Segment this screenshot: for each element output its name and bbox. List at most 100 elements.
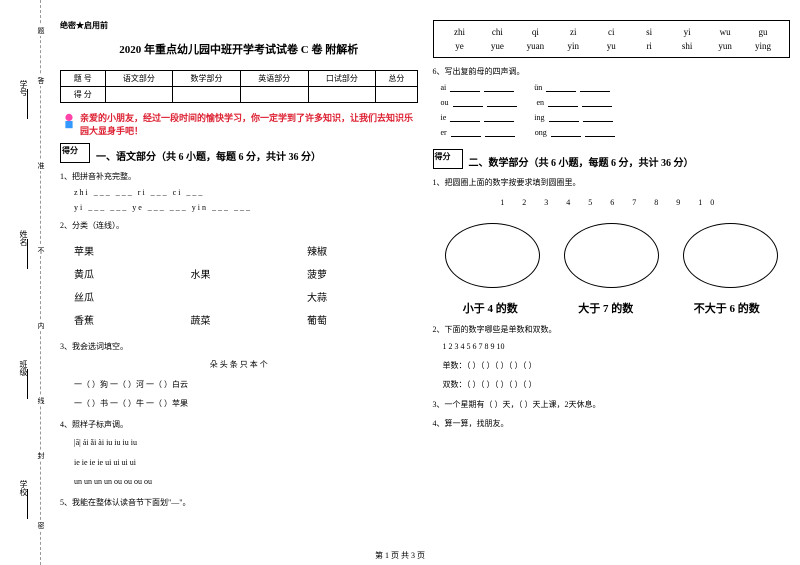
tone-label: ün	[534, 83, 542, 92]
tone-row: ai ün	[441, 83, 791, 92]
q4-row1: |ā| ái ǎi ài iu iu iu iu	[74, 436, 418, 450]
th: 口试部分	[308, 71, 376, 87]
th: 数学部分	[173, 71, 241, 87]
blank	[451, 128, 481, 137]
tone-row: er ong	[441, 128, 791, 137]
score-box: 得分	[60, 143, 90, 163]
m1-numbers: 1 2 3 4 5 6 7 8 9 10	[433, 198, 791, 207]
fruit-item: 菠萝	[307, 266, 404, 281]
pinyin-cell: shi	[671, 41, 703, 51]
td	[105, 87, 173, 103]
page-content: 绝密★启用前 2020 年重点幼儿园中班开学考试试卷 C 卷 附解析 题 号 语…	[60, 20, 790, 545]
blank	[549, 113, 579, 122]
fruit-item	[191, 289, 288, 304]
pinyin-cell: ri	[633, 41, 665, 51]
section-2-header: 得分 二、数学部分（共 6 小题，每题 6 分，共计 36 分）	[433, 149, 791, 169]
binding-char: 内	[36, 320, 46, 331]
oval	[683, 223, 778, 288]
exam-title: 2020 年重点幼儿园中班开学考试试卷 C 卷 附解析	[60, 41, 418, 57]
side-label-area: 学号 姓名 班级 学校 题 答 准 不 内 线 封 密	[0, 0, 55, 565]
side-line	[27, 89, 35, 119]
m2-odd: 单数：（ ）（ ）（ ）（ ）（ ）	[443, 360, 791, 373]
binding-char: 题	[36, 25, 46, 36]
blank	[450, 113, 480, 122]
oval-group	[433, 223, 791, 288]
score-box: 得分	[433, 149, 463, 169]
side-line	[27, 489, 35, 519]
tone-row: ou en	[441, 98, 791, 107]
binding-char: 密	[36, 520, 46, 531]
pinyin-cell: wu	[709, 27, 741, 37]
oval-label: 小于 4 的数	[463, 300, 518, 316]
pinyin-cell: si	[633, 27, 665, 37]
blank	[548, 98, 578, 107]
pinyin-cell: yuan	[519, 41, 551, 51]
pinyin-cell: ye	[444, 41, 476, 51]
binding-char: 准	[36, 160, 46, 171]
th: 题 号	[61, 71, 106, 87]
intro-content: 亲爱的小朋友，经过一段时间的愉快学习，你一定学到了许多知识，让我们去知识乐园大显…	[80, 112, 418, 137]
blank	[580, 83, 610, 92]
q1-line2: yi ___ ___ ye ___ ___ yin ___ ___	[74, 203, 418, 212]
fruit-item: 葡萄	[307, 312, 404, 327]
q1-title: 1、把拼音补充完整。	[60, 171, 418, 182]
blank	[583, 113, 613, 122]
td	[240, 87, 308, 103]
blank	[585, 128, 615, 137]
m2-title: 2、下面的数字哪些是单数和双数。	[433, 324, 791, 335]
m1-title: 1、把圆圈上面的数字按要求填到圆圈里。	[433, 177, 791, 188]
m4-title: 4、算一算，找朋友。	[433, 418, 791, 429]
tone-label: er	[441, 128, 447, 137]
oval	[445, 223, 540, 288]
fruit-item: 黄瓜	[74, 266, 171, 281]
tone-label: ing	[534, 113, 544, 122]
fruit-grid: 苹果 辣椒 黄瓜 水果 菠萝 丝瓜 大蒜 香蕉 蔬菜 葡萄	[74, 243, 404, 327]
pinyin-cell: gu	[747, 27, 779, 37]
binding-char: 线	[36, 395, 46, 406]
left-column: 绝密★启用前 2020 年重点幼儿园中班开学考试试卷 C 卷 附解析 题 号 语…	[60, 20, 418, 545]
th: 英语部分	[240, 71, 308, 87]
tone-label: ie	[441, 113, 447, 122]
blank	[484, 113, 514, 122]
blank	[487, 98, 517, 107]
pinyin-cell: qi	[519, 27, 551, 37]
table-row: 题 号 语文部分 数学部分 英语部分 口试部分 总分	[61, 71, 418, 87]
td: 得 分	[61, 87, 106, 103]
q1-line1: zhi ___ ___ ri ___ ci ___	[74, 188, 418, 197]
m2-numbers: 1 2 3 4 5 6 7 8 9 10	[443, 341, 791, 354]
q3-words: 朵 头 条 只 本 个	[60, 358, 418, 372]
side-line	[27, 239, 35, 269]
td	[173, 87, 241, 103]
q4-title: 4、照样子标声调。	[60, 419, 418, 430]
table-row: 得 分	[61, 87, 418, 103]
blank	[546, 83, 576, 92]
blank	[450, 83, 480, 92]
blank	[484, 83, 514, 92]
fruit-item: 丝瓜	[74, 289, 171, 304]
tone-label: en	[537, 98, 545, 107]
tone-row: ie ing	[441, 113, 791, 122]
binding-char: 封	[36, 450, 46, 461]
pinyin-cell: chi	[481, 27, 513, 37]
pinyin-cell: yi	[671, 27, 703, 37]
pinyin-cell: yun	[709, 41, 741, 51]
pinyin-cell: ci	[595, 27, 627, 37]
oval-label: 不大于 6 的数	[694, 300, 760, 316]
th: 语文部分	[105, 71, 173, 87]
pinyin-cell: yu	[595, 41, 627, 51]
fruit-item: 水果	[191, 266, 288, 281]
q3-line2: 一（ ）书 一（ ）牛 一（ ）苹果	[74, 397, 418, 411]
fruit-item: 辣椒	[307, 243, 404, 258]
blank	[485, 128, 515, 137]
pinyin-cell: zhi	[444, 27, 476, 37]
pinyin-cell: zi	[557, 27, 589, 37]
tone-label: ai	[441, 83, 447, 92]
section-1-title: 一、语文部分（共 6 小题，每题 6 分，共计 36 分）	[96, 148, 321, 163]
score-table: 题 号 语文部分 数学部分 英语部分 口试部分 总分 得 分	[60, 70, 418, 103]
pinyin-cell: yue	[481, 41, 513, 51]
q6-title: 6、写出复韵母的四声调。	[433, 66, 791, 77]
blank	[582, 98, 612, 107]
blank	[551, 128, 581, 137]
fruit-item: 香蕉	[74, 312, 171, 327]
td	[308, 87, 376, 103]
